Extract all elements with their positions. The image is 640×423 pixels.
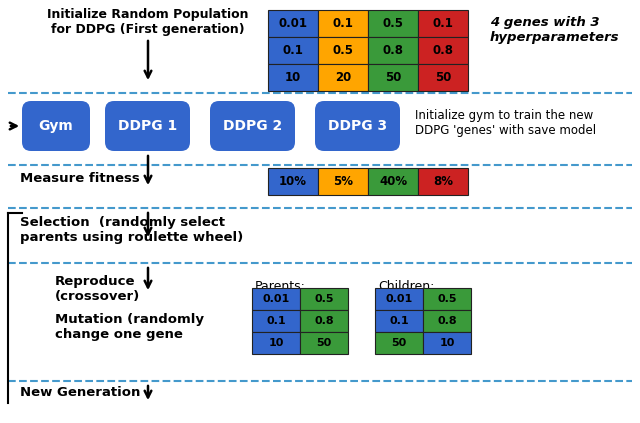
- Bar: [300, 288, 348, 310]
- Text: 0.01: 0.01: [262, 294, 290, 304]
- Text: 0.8: 0.8: [314, 316, 334, 326]
- FancyBboxPatch shape: [210, 101, 295, 151]
- Bar: [268, 10, 318, 37]
- Text: 10: 10: [268, 338, 284, 348]
- Text: DDPG 1: DDPG 1: [118, 119, 177, 133]
- Text: 0.1: 0.1: [283, 44, 303, 57]
- Text: 4 genes with 3
hyperparameters: 4 genes with 3 hyperparameters: [490, 16, 620, 44]
- Bar: [423, 288, 471, 310]
- Bar: [300, 332, 348, 354]
- Text: New Generation: New Generation: [20, 385, 140, 398]
- FancyBboxPatch shape: [315, 101, 400, 151]
- Text: 0.1: 0.1: [266, 316, 286, 326]
- Text: 20: 20: [335, 71, 351, 84]
- Text: 50: 50: [392, 338, 406, 348]
- Bar: [423, 310, 471, 332]
- Bar: [375, 310, 423, 332]
- Text: 0.1: 0.1: [433, 17, 453, 30]
- Text: Gym: Gym: [38, 119, 74, 133]
- Bar: [300, 310, 348, 332]
- Text: 8%: 8%: [433, 175, 453, 188]
- Text: 50: 50: [316, 338, 332, 348]
- Bar: [268, 37, 318, 64]
- Text: 0.5: 0.5: [333, 44, 353, 57]
- Text: 0.5: 0.5: [383, 17, 403, 30]
- Bar: [368, 64, 418, 91]
- Bar: [318, 37, 368, 64]
- Bar: [375, 332, 423, 354]
- Bar: [423, 332, 471, 354]
- Bar: [368, 168, 418, 195]
- FancyBboxPatch shape: [22, 101, 90, 151]
- Bar: [252, 332, 300, 354]
- Bar: [252, 288, 300, 310]
- Bar: [375, 288, 423, 310]
- Text: DDPG 2: DDPG 2: [223, 119, 282, 133]
- Bar: [368, 37, 418, 64]
- Text: 10%: 10%: [279, 175, 307, 188]
- Text: 10: 10: [285, 71, 301, 84]
- Text: 0.01: 0.01: [278, 17, 307, 30]
- Text: 0.1: 0.1: [333, 17, 353, 30]
- Text: 40%: 40%: [379, 175, 407, 188]
- Bar: [418, 10, 468, 37]
- Text: 5%: 5%: [333, 175, 353, 188]
- Text: 0.8: 0.8: [437, 316, 457, 326]
- Text: 0.1: 0.1: [389, 316, 409, 326]
- Text: 0.5: 0.5: [314, 294, 333, 304]
- Text: 0.5: 0.5: [437, 294, 457, 304]
- Bar: [318, 168, 368, 195]
- Bar: [418, 64, 468, 91]
- Bar: [318, 10, 368, 37]
- Bar: [318, 64, 368, 91]
- Text: Children:: Children:: [378, 280, 435, 293]
- FancyBboxPatch shape: [105, 101, 190, 151]
- Text: 10: 10: [439, 338, 454, 348]
- Text: Reproduce
(crossover): Reproduce (crossover): [55, 275, 140, 303]
- Text: 0.01: 0.01: [385, 294, 413, 304]
- Text: Parents:: Parents:: [255, 280, 306, 293]
- Bar: [368, 10, 418, 37]
- Text: Mutation (randomly
change one gene: Mutation (randomly change one gene: [55, 313, 204, 341]
- Bar: [418, 168, 468, 195]
- Text: 50: 50: [435, 71, 451, 84]
- Text: Initialize gym to train the new
DDPG 'genes' with save model: Initialize gym to train the new DDPG 'ge…: [415, 109, 596, 137]
- Bar: [418, 37, 468, 64]
- Text: 0.8: 0.8: [383, 44, 403, 57]
- Text: 50: 50: [385, 71, 401, 84]
- Text: Initialize Random Population
for DDPG (First generation): Initialize Random Population for DDPG (F…: [47, 8, 249, 36]
- Bar: [268, 168, 318, 195]
- Text: Measure fitness: Measure fitness: [20, 171, 140, 184]
- Text: DDPG 3: DDPG 3: [328, 119, 387, 133]
- Bar: [252, 310, 300, 332]
- Text: Selection  (randomly select
parents using roulette wheel): Selection (randomly select parents using…: [20, 216, 243, 244]
- Bar: [268, 64, 318, 91]
- Text: 0.8: 0.8: [433, 44, 454, 57]
